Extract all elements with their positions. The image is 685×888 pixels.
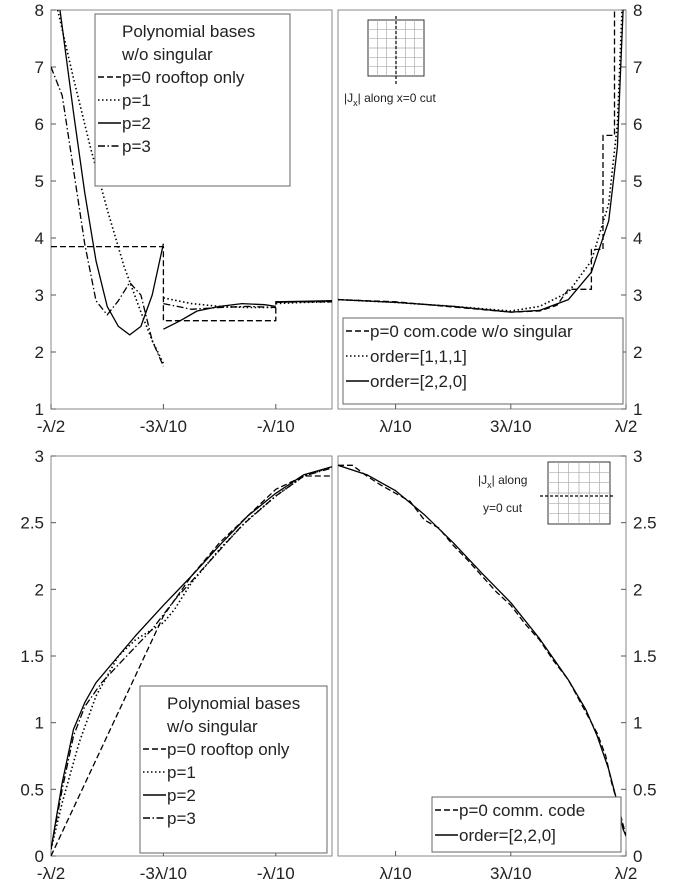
y-tick-label: 2.5 bbox=[20, 514, 44, 533]
inset-label: y=0 cut bbox=[483, 501, 523, 515]
series-line-4 bbox=[275, 300, 332, 304]
legend-entry: p=3 bbox=[122, 137, 151, 156]
legend-title-line: Polynomial bases bbox=[167, 694, 300, 713]
series-line-4 bbox=[51, 467, 332, 850]
y-tick-label: 8 bbox=[35, 1, 44, 20]
top-right-panel: 1 2 3 4 5 6 7 8 λ/10 3λ/10 λ/2 p=0 com.code w/o sin… bbox=[337, 1, 642, 436]
y-tick-label: 5 bbox=[35, 172, 44, 191]
series-line-1 bbox=[51, 475, 332, 856]
y-tick-label: 1 bbox=[35, 400, 44, 419]
y-tick-label: 8 bbox=[633, 1, 642, 20]
x-tick-label: -λ/10 bbox=[257, 864, 295, 883]
y-tick-label: 3 bbox=[633, 286, 642, 305]
x-tick-label: λ/10 bbox=[380, 864, 412, 883]
y-tick-label: 3 bbox=[35, 447, 44, 466]
y-tick-label: 0.5 bbox=[20, 780, 44, 799]
legend-entry: p=1 bbox=[167, 763, 196, 782]
series-line-2 bbox=[338, 10, 623, 312]
legend: p=0 comm. code order=[2,2,0] bbox=[431, 796, 622, 853]
y-tick-label: 6 bbox=[35, 115, 44, 134]
y-tick-label: 2 bbox=[633, 580, 642, 599]
series-line-1 bbox=[338, 464, 626, 837]
y-tick-label: 5 bbox=[633, 172, 642, 191]
x-tick-label: -λ/10 bbox=[257, 417, 295, 436]
legend-entry: p=3 bbox=[167, 809, 196, 828]
bottom-right-panel: 00.511.522.53λ/10 3λ/10 λ/2p=0 comm. codeo… bbox=[337, 447, 657, 883]
legend-title-line: Polynomial bases bbox=[122, 22, 255, 41]
legend-entry: p=0 com.code w/o singular bbox=[370, 322, 573, 341]
legend-box bbox=[94, 13, 291, 187]
cut-inset: |Jx| along y=0 cut bbox=[478, 461, 613, 525]
y-tick-label: 1 bbox=[633, 714, 642, 733]
x-tick-label: -3λ/10 bbox=[140, 864, 187, 883]
inset-label: |Jx| along bbox=[478, 473, 527, 490]
legend: Polynomial bases w/o singular p=0 rooftop … bbox=[94, 13, 291, 187]
x-tick-label: 3λ/10 bbox=[490, 864, 532, 883]
legend-title-line: w/o singular bbox=[121, 45, 213, 64]
x-tick-label: -3λ/10 bbox=[140, 417, 187, 436]
series-line-4 bbox=[163, 302, 276, 310]
legend-entry: order=[2,2,0] bbox=[459, 826, 556, 845]
y-tick-label: 4 bbox=[633, 229, 642, 248]
legend-entry: p=0 rooftop only bbox=[167, 740, 290, 759]
legend: p=0 com.code w/o singular order=[1,1,1] or… bbox=[342, 317, 624, 405]
legend-entry: order=[2,2,0] bbox=[370, 372, 467, 391]
series-line-1 bbox=[338, 10, 616, 313]
legend-entry: p=2 bbox=[167, 786, 196, 805]
cut-inset: |Jx| along x=0 cut bbox=[344, 16, 436, 108]
bottom-left-panel: 0 0.5 1 1.5 2 2.5 3 -λ/2 -3λ/10 -λ/10 Polynomial b… bbox=[20, 447, 333, 883]
legend-entry: p=0 rooftop only bbox=[122, 68, 245, 87]
series-line-3 bbox=[338, 10, 624, 313]
x-tick-label: λ/10 bbox=[380, 417, 412, 436]
x-tick-label: λ/2 bbox=[615, 864, 638, 883]
y-tick-label: 7 bbox=[35, 58, 44, 77]
y-tick-label: 1 bbox=[633, 400, 642, 419]
series-line-3 bbox=[59, 10, 165, 336]
y-tick-label: 1.5 bbox=[20, 647, 44, 666]
y-tick-label: 2 bbox=[35, 580, 44, 599]
x-tick-label: -λ/2 bbox=[37, 417, 65, 436]
legend-title-line: w/o singular bbox=[166, 717, 258, 736]
y-tick-label: 1.5 bbox=[633, 647, 657, 666]
y-tick-label: 7 bbox=[633, 58, 642, 77]
legend-box bbox=[139, 685, 328, 854]
top-left-panel: 1 2 3 4 5 6 7 8 -λ/2 -3λ/10 -λ/10 Polynomial bases w… bbox=[35, 1, 333, 436]
inset-label: |Jx| along x=0 cut bbox=[344, 91, 436, 108]
y-tick-label: 2.5 bbox=[633, 514, 657, 533]
y-tick-label: 0.5 bbox=[633, 780, 657, 799]
series-line-3 bbox=[51, 466, 332, 850]
legend-box bbox=[342, 317, 624, 405]
y-tick-label: 1 bbox=[35, 714, 44, 733]
legend: Polynomial bases w/o singular p=0 rooftop … bbox=[139, 685, 328, 854]
x-tick-label: λ/2 bbox=[615, 417, 638, 436]
legend-box bbox=[431, 796, 622, 853]
y-tick-label: 3 bbox=[633, 447, 642, 466]
y-tick-label: 4 bbox=[35, 229, 44, 248]
legend-entry: p=2 bbox=[122, 114, 151, 133]
y-tick-label: 0 bbox=[35, 847, 44, 866]
legend-entry: p=0 comm. code bbox=[459, 801, 585, 820]
x-tick-label: -λ/2 bbox=[37, 864, 65, 883]
legend-entry: p=1 bbox=[122, 91, 151, 110]
y-tick-label: 2 bbox=[35, 343, 44, 362]
y-tick-label: 2 bbox=[633, 343, 642, 362]
y-tick-label: 3 bbox=[35, 286, 44, 305]
y-tick-label: 0 bbox=[633, 847, 642, 866]
series-line-2 bbox=[338, 464, 626, 837]
series-line-3 bbox=[163, 302, 276, 330]
y-tick-label: 6 bbox=[633, 115, 642, 134]
series-line-4 bbox=[51, 66, 164, 367]
legend-entry: order=[1,1,1] bbox=[370, 347, 467, 366]
x-tick-label: 3λ/10 bbox=[490, 417, 532, 436]
